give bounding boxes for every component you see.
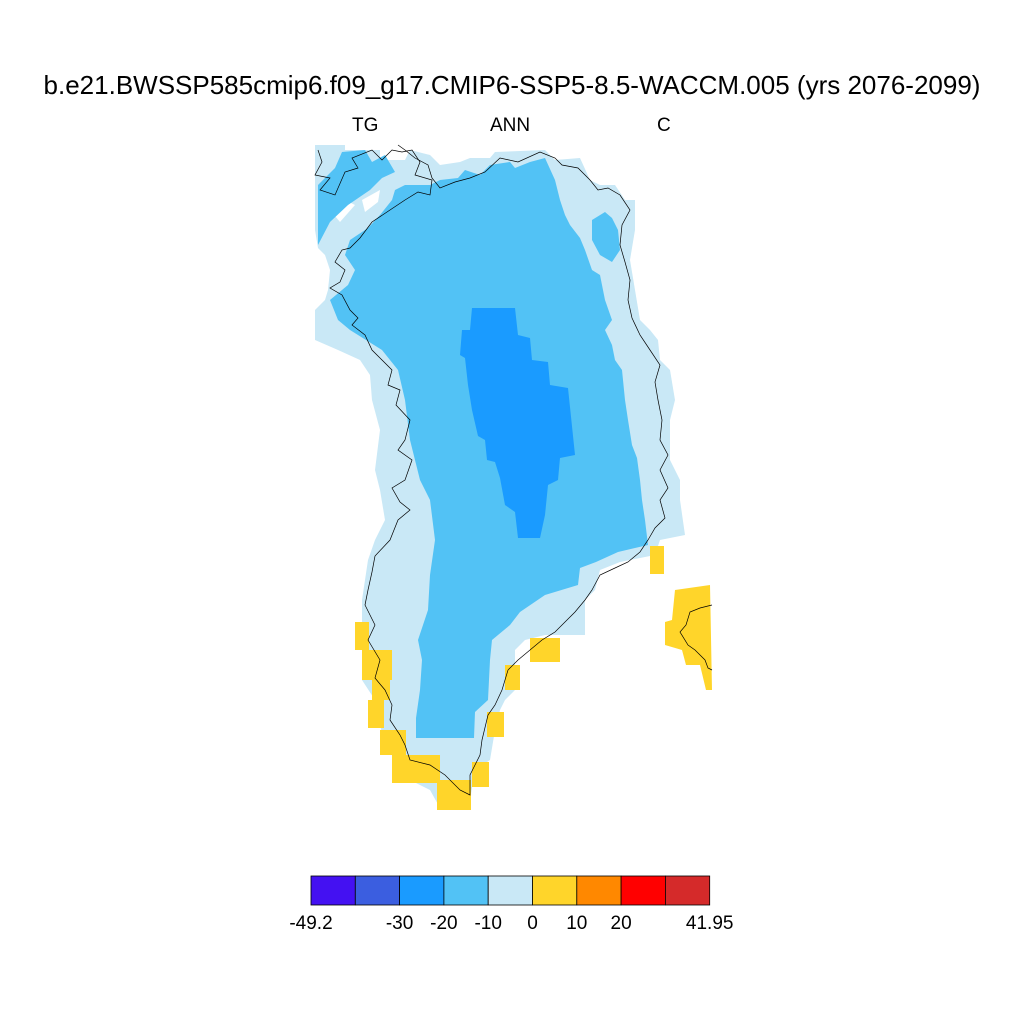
coastline	[314, 144, 669, 796]
colorbar-label-2: -20	[430, 913, 457, 934]
colorbar-box-2	[399, 875, 445, 906]
region-mid-blue	[318, 150, 648, 738]
right-string: C	[657, 115, 671, 136]
colorbar-box-6	[576, 875, 622, 906]
iceland-coastline	[679, 604, 713, 671]
gap-nw-2	[362, 190, 380, 212]
colorbar-label-7: 41.95	[686, 913, 734, 934]
colorbar-box-7	[620, 875, 666, 906]
gap-nw-1	[330, 200, 355, 222]
colorbar-box-5	[532, 875, 578, 906]
colorbar-label-1: -30	[386, 913, 413, 934]
region-dark-blue	[460, 308, 575, 538]
colorbar-box-1	[354, 875, 400, 906]
colorbar-box-3	[443, 875, 489, 906]
colorbar-label-0: -49.2	[289, 913, 332, 934]
plot-title: b.e21.BWSSP585cmip6.f09_g17.CMIP6-SSP5-8…	[43, 70, 981, 100]
colorbar-box-4	[487, 875, 533, 906]
colorbar-label-4: 0	[527, 913, 538, 934]
region-yellow-cells	[355, 546, 712, 810]
left-string: TG	[352, 115, 379, 136]
colorbar-box-8	[665, 875, 711, 906]
colorbar-label-6: 20	[611, 913, 632, 934]
colorbar-label-5: 10	[566, 913, 587, 934]
center-string: ANN	[490, 115, 531, 136]
colorbar-box-0	[310, 875, 356, 906]
colorbar-label-3: -10	[474, 913, 501, 934]
